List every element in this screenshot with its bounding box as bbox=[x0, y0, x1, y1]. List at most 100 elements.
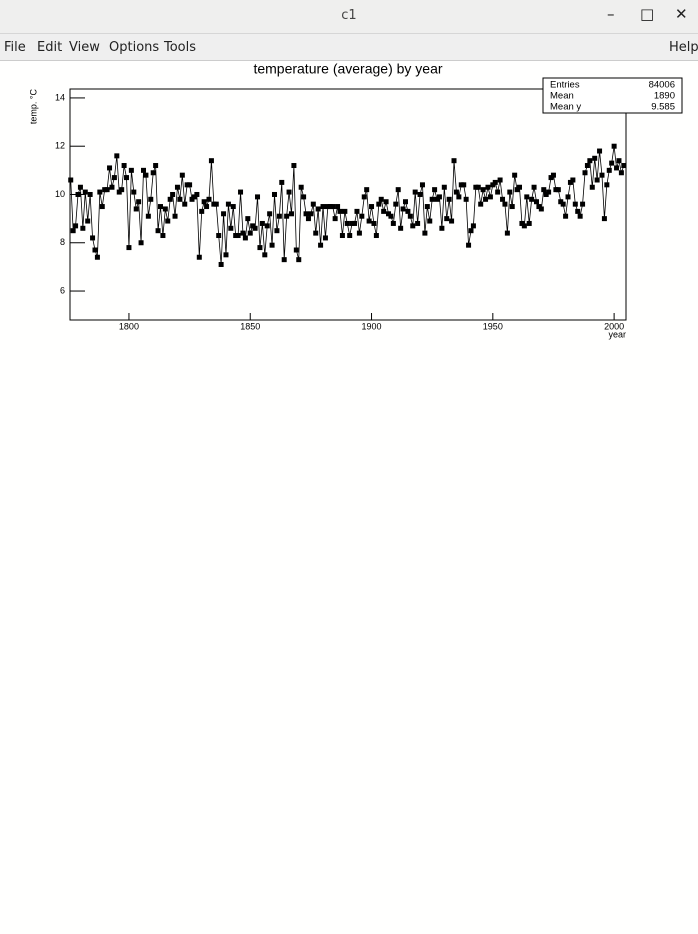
stats-box bbox=[542, 77, 683, 114]
data-point bbox=[330, 204, 336, 210]
data-point bbox=[497, 177, 503, 183]
data-point bbox=[274, 228, 280, 234]
data-point bbox=[604, 182, 610, 188]
data-point bbox=[364, 187, 370, 193]
data-point bbox=[347, 233, 353, 239]
data-point bbox=[293, 247, 299, 253]
stats-label: Mean y bbox=[550, 102, 581, 113]
data-point bbox=[589, 184, 595, 190]
data-point bbox=[400, 206, 406, 212]
data-point bbox=[167, 196, 173, 202]
data-point bbox=[611, 143, 617, 149]
data-point bbox=[371, 220, 377, 226]
data-point bbox=[597, 148, 603, 154]
data-point bbox=[126, 245, 132, 251]
data-point bbox=[221, 211, 227, 217]
x-tick-label: 1800 bbox=[119, 321, 139, 331]
data-point bbox=[75, 191, 81, 197]
data-point bbox=[485, 184, 491, 190]
data-point bbox=[196, 254, 202, 260]
menu-item[interactable]: View bbox=[69, 40, 100, 55]
title-bar: c1 – □ ✕ bbox=[0, 0, 698, 34]
data-point bbox=[305, 216, 311, 222]
data-point bbox=[369, 204, 375, 210]
data-point bbox=[119, 187, 125, 193]
data-point bbox=[104, 187, 110, 193]
data-point bbox=[339, 233, 345, 239]
menu-item[interactable]: Help bbox=[669, 40, 698, 55]
data-point bbox=[111, 175, 117, 181]
data-point bbox=[262, 252, 268, 258]
x-axis-title: year bbox=[608, 329, 626, 339]
data-point bbox=[359, 213, 365, 219]
data-point bbox=[291, 163, 297, 169]
data-point bbox=[470, 223, 476, 229]
data-point bbox=[335, 204, 341, 210]
data-point bbox=[446, 196, 452, 202]
data-point bbox=[301, 194, 307, 200]
data-point bbox=[407, 213, 413, 219]
data-point bbox=[68, 177, 74, 183]
data-point bbox=[502, 201, 508, 207]
data-point bbox=[587, 158, 593, 164]
data-point bbox=[565, 194, 571, 200]
data-point bbox=[441, 184, 447, 190]
data-point bbox=[128, 167, 134, 173]
data-point bbox=[417, 191, 423, 197]
data-point bbox=[247, 230, 253, 236]
data-point bbox=[252, 225, 258, 231]
data-point bbox=[109, 184, 115, 190]
data-point bbox=[500, 196, 506, 202]
data-point bbox=[187, 182, 193, 188]
data-point bbox=[531, 184, 537, 190]
data-point bbox=[308, 211, 314, 217]
data-point bbox=[240, 230, 246, 236]
data-point bbox=[495, 189, 501, 195]
data-point bbox=[521, 223, 527, 229]
menu-item[interactable]: Edit bbox=[37, 40, 63, 55]
data-point bbox=[609, 160, 615, 166]
menu-item[interactable]: Options bbox=[109, 40, 160, 55]
data-point bbox=[121, 163, 127, 169]
data-point bbox=[114, 153, 120, 159]
data-point bbox=[555, 187, 561, 193]
maximize[interactable]: □ bbox=[640, 5, 655, 23]
data-point bbox=[463, 196, 469, 202]
y-tick-label: 10 bbox=[55, 189, 65, 199]
data-point bbox=[342, 208, 348, 214]
data-point bbox=[526, 220, 532, 226]
data-point bbox=[427, 218, 433, 224]
menu-item[interactable]: Tools bbox=[164, 40, 197, 55]
data-point bbox=[524, 194, 530, 200]
close[interactable]: ✕ bbox=[675, 5, 688, 23]
stats-label: Mean bbox=[550, 91, 574, 102]
data-point bbox=[162, 206, 168, 212]
data-point bbox=[70, 228, 76, 234]
data-point bbox=[461, 182, 467, 188]
data-point bbox=[419, 182, 425, 188]
data-point bbox=[533, 199, 539, 205]
menu-item[interactable]: File bbox=[4, 40, 26, 55]
data-point bbox=[509, 204, 515, 210]
data-point bbox=[99, 204, 105, 210]
data-point bbox=[599, 172, 605, 178]
data-point bbox=[366, 218, 372, 224]
data-point bbox=[153, 163, 159, 169]
data-point bbox=[138, 240, 144, 246]
data-point bbox=[356, 230, 362, 236]
data-point bbox=[143, 172, 149, 178]
data-point bbox=[87, 191, 93, 197]
data-point bbox=[315, 206, 321, 212]
data-point bbox=[245, 216, 251, 222]
data-point bbox=[550, 172, 556, 178]
canvas: temperature (average) by year year temp.… bbox=[28, 61, 683, 339]
data-point bbox=[90, 235, 96, 241]
data-point bbox=[150, 170, 156, 176]
data-point bbox=[206, 196, 212, 202]
minimize[interactable]: – bbox=[607, 5, 615, 23]
data-point bbox=[318, 242, 324, 248]
y-axis-title: temp. °C bbox=[28, 89, 38, 125]
data-point bbox=[436, 194, 442, 200]
data-point bbox=[381, 208, 387, 214]
